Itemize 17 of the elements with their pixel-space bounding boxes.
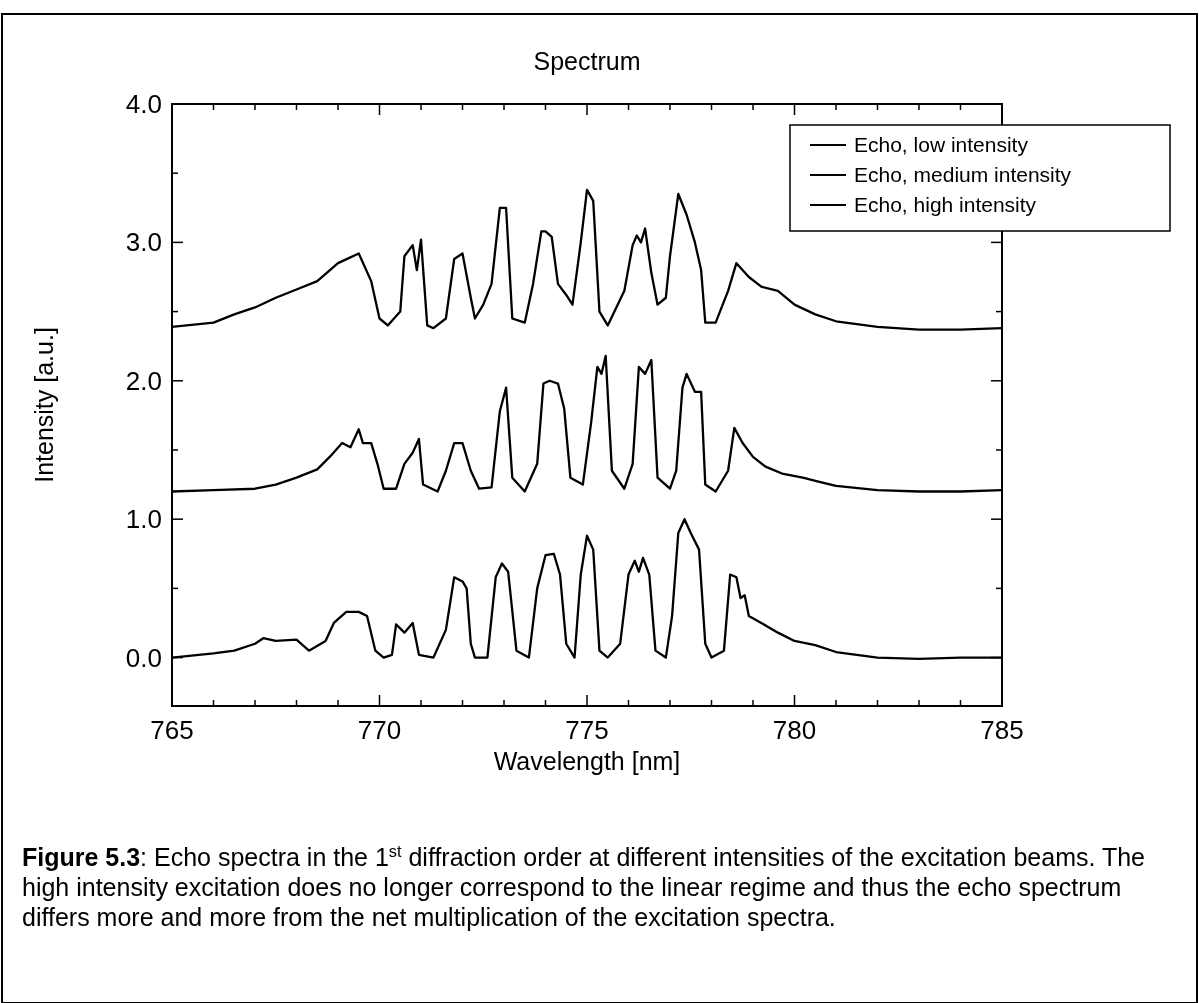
y-tick-label: 3.0: [125, 227, 162, 258]
x-tick-label: 785: [980, 715, 1024, 745]
y-axis-title: Intensity [a.u.]: [30, 327, 58, 483]
legend-label: Echo, high intensity: [854, 193, 1037, 216]
y-tick-label: 4.0: [125, 89, 162, 119]
legend-label: Echo, medium intensity: [854, 163, 1072, 186]
chart-title: Spectrum: [533, 47, 641, 75]
y-tick-label: 0.0: [125, 642, 162, 673]
x-tick-label: 775: [565, 715, 609, 745]
caption: Figure 5.3: Echo spectra in the 1$^{st}$ diffraction order at different intensities of the excitation beams. The high intensity excitation does no longer correspond to the linear regime and thus the echo spectrum differs more and more from the net multiplication of the excitation spectra.: [22, 842, 1145, 931]
y-tick-label: 2.0: [125, 365, 162, 396]
x-tick-label: 780: [772, 715, 817, 745]
x-tick-label: 770: [357, 715, 402, 745]
legend-label: Echo, low intensity: [854, 133, 1029, 156]
x-tick-label: 765: [150, 715, 194, 745]
x-axis-title: Wavelength [nm]: [493, 747, 681, 775]
y-tick-label: 1.0: [125, 504, 162, 535]
